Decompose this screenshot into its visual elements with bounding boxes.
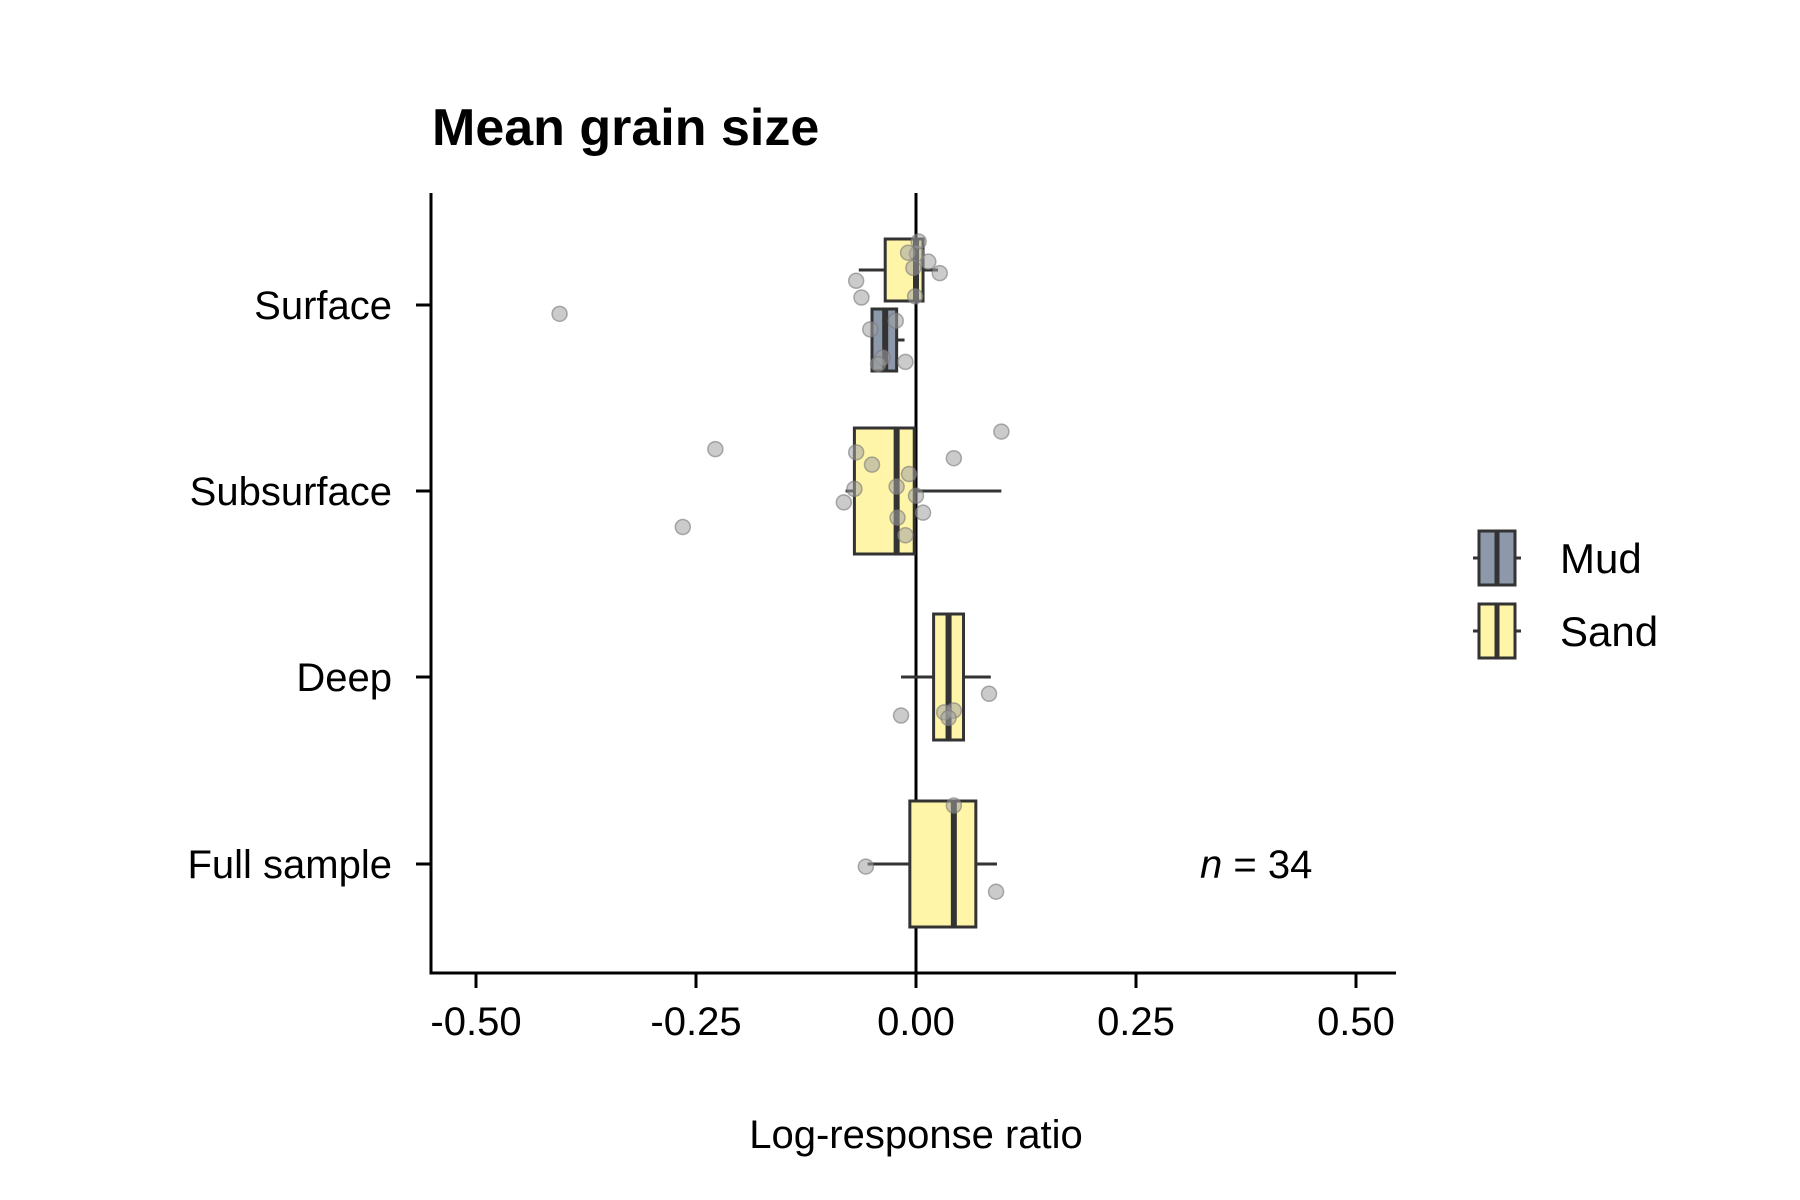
y-tick-label: Surface	[254, 284, 392, 328]
x-tick-label: -0.50	[430, 1000, 521, 1044]
box-surface-sand	[858, 237, 938, 303]
data-point	[887, 312, 905, 329]
sample-size-annotation: n = 34	[1200, 843, 1312, 887]
data-point	[907, 487, 925, 504]
box-deep-sand	[901, 612, 991, 742]
points-deep-sand	[892, 685, 998, 727]
data-point	[905, 259, 922, 277]
data-point	[889, 509, 906, 526]
legend-item-sand: Sand	[1473, 602, 1658, 660]
data-point	[945, 797, 963, 814]
data-point	[861, 321, 879, 338]
y-tick-label: Deep	[296, 656, 392, 700]
chart-title: Mean grain size	[432, 99, 819, 157]
data-point	[892, 707, 910, 724]
y-tick-label: Subsurface	[190, 470, 392, 514]
data-point	[993, 423, 1010, 440]
data-point	[888, 478, 905, 495]
data-point	[847, 444, 865, 461]
y-tick-label: Full sample	[187, 843, 392, 887]
x-tick-label: 0.00	[877, 1000, 955, 1044]
box-full-sample-sand	[867, 799, 997, 929]
plot-marks	[551, 193, 1010, 973]
points-full-sample-sand	[857, 797, 1005, 900]
data-point	[897, 527, 914, 544]
data-point	[853, 289, 870, 306]
x-tick-label: -0.25	[650, 1000, 741, 1044]
data-point	[945, 449, 963, 467]
legend-item-mud: Mud	[1473, 529, 1642, 587]
points-surface-sand	[847, 233, 949, 306]
legend-label: Sand	[1560, 608, 1658, 655]
data-point	[846, 480, 863, 498]
x-axis-label: Log-response ratio	[749, 1113, 1083, 1157]
data-point	[899, 244, 917, 261]
box-subsurface-sand	[845, 426, 1002, 556]
data-point	[835, 494, 853, 511]
legend: Mud Sand	[1473, 529, 1658, 660]
data-point	[987, 883, 1005, 900]
data-point	[869, 355, 887, 373]
annotation-n: n	[1200, 843, 1222, 887]
data-point	[897, 353, 914, 371]
data-point	[900, 465, 918, 483]
data-point	[940, 709, 957, 727]
data-point	[920, 253, 937, 270]
data-point	[857, 858, 875, 875]
annotation-value: = 34	[1222, 843, 1312, 887]
data-point	[910, 233, 927, 250]
data-point	[707, 440, 724, 458]
data-point	[931, 264, 949, 282]
data-point	[863, 456, 881, 473]
data-point	[914, 504, 932, 521]
x-tick-label: 0.50	[1317, 1000, 1395, 1044]
box-body	[908, 799, 978, 929]
legend-label: Mud	[1560, 535, 1642, 582]
points-subsurface-sand	[674, 423, 1010, 544]
data-point	[674, 518, 692, 536]
data-point	[906, 288, 924, 305]
data-point	[980, 685, 998, 703]
points-surface-mud	[551, 305, 914, 373]
x-tick-label: 0.25	[1097, 1000, 1175, 1044]
data-point	[551, 305, 568, 323]
data-point	[847, 272, 865, 290]
axes: -0.50 -0.25 0.00 0.25 0.50 Surface Subsurface D…	[187, 193, 1396, 1044]
